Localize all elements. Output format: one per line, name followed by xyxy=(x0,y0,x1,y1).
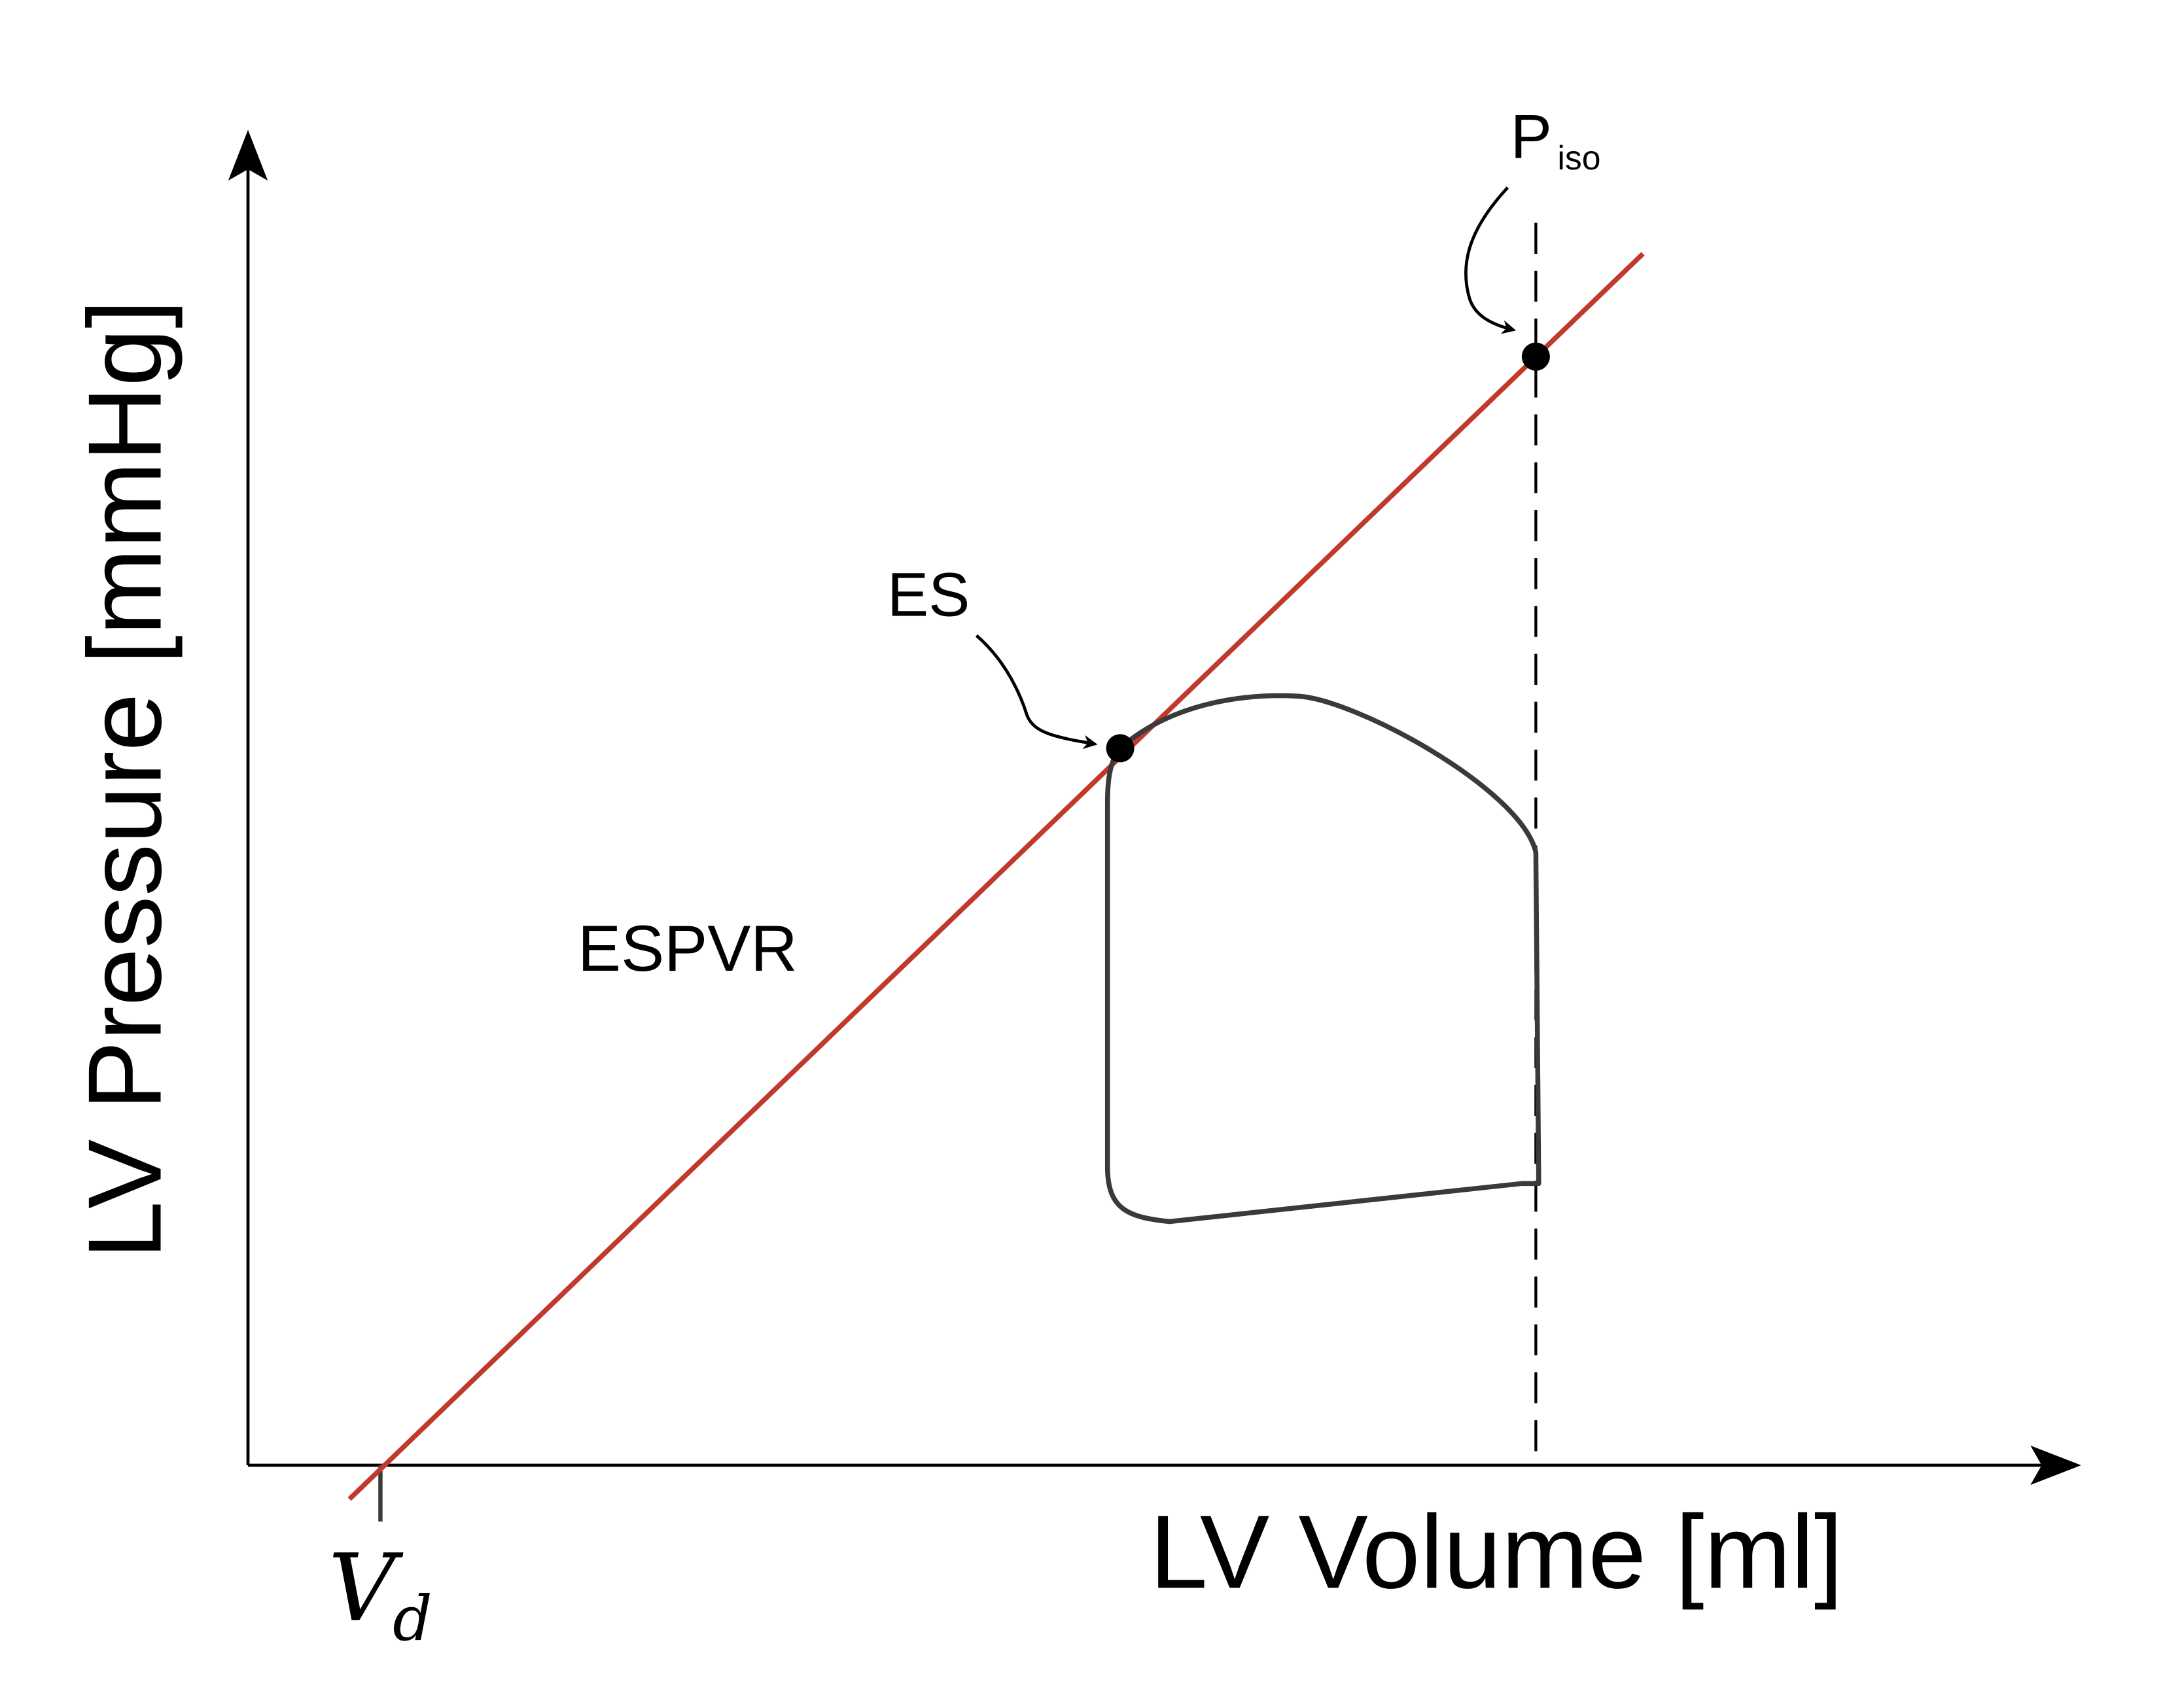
es-label: ES xyxy=(887,560,970,629)
piso-point xyxy=(1521,342,1550,371)
x-axis-arrow-icon xyxy=(2030,1445,2081,1486)
piso-pointer-arrow xyxy=(1464,186,1517,334)
espvr-label: ESPVR xyxy=(578,912,798,984)
y-axis-label: LV Pressure [mmHg] xyxy=(67,300,183,1259)
y-axis-arrow-icon xyxy=(228,130,268,181)
x-axis-label: LV Volume [ml] xyxy=(1150,1493,1843,1610)
vd-label-sub: d xyxy=(393,1583,432,1655)
es-point xyxy=(1106,734,1135,763)
espvr-line xyxy=(347,252,1645,1501)
vd-label-main: V xyxy=(328,1534,404,1643)
piso-label-main: P xyxy=(1511,103,1552,172)
es-pointer-arrow xyxy=(975,634,1098,750)
vd-label: Vd xyxy=(328,1534,432,1655)
piso-label-sub: iso xyxy=(1557,139,1600,177)
pv-loop xyxy=(1104,693,1541,1225)
